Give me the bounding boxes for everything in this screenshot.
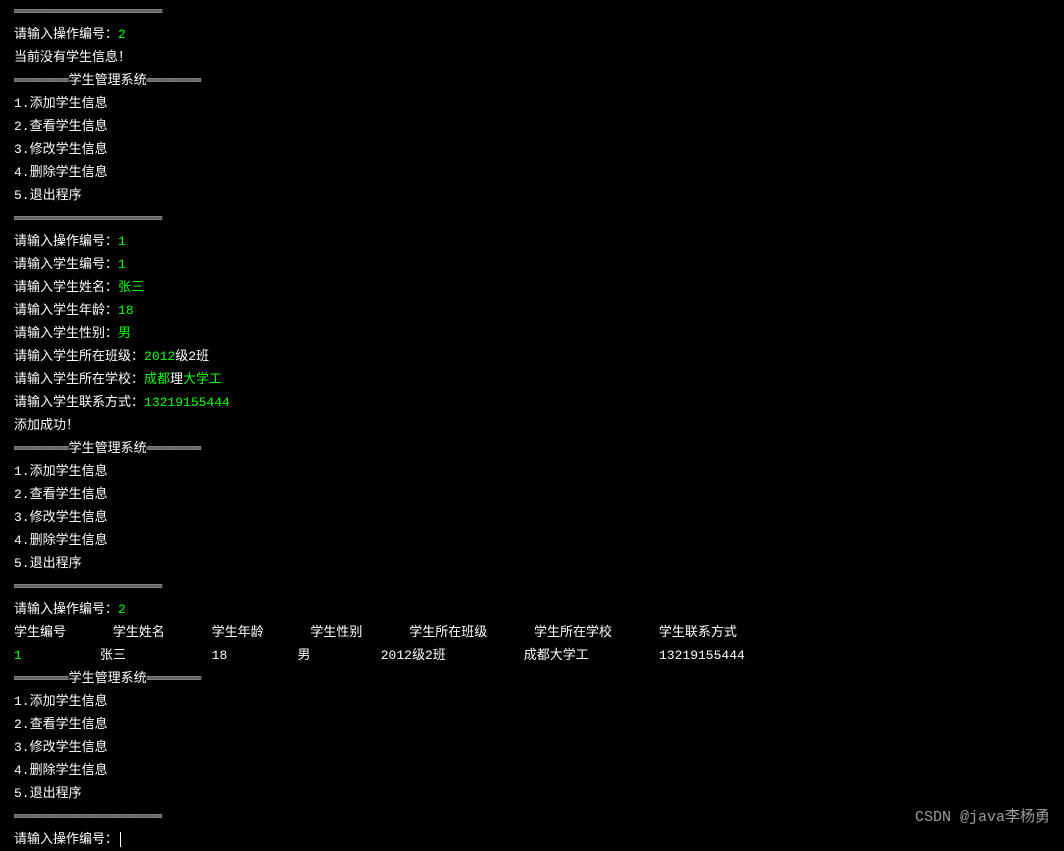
op-prompt: 请输入操作编号： xyxy=(14,27,118,42)
add-success-msg: 添加成功！ xyxy=(14,414,1050,437)
prompt-line: 请输入学生联系方式：13219155444 xyxy=(14,391,1050,414)
menu-item-5: 5.退出程序 xyxy=(14,782,1050,805)
menu-item-4: 4.删除学生信息 xyxy=(14,529,1050,552)
prompt-line: 请输入操作编号： xyxy=(14,828,1050,851)
cell-id: 1 xyxy=(14,648,22,663)
user-input-text: 理 xyxy=(170,372,183,387)
menu-item-3: 3.修改学生信息 xyxy=(14,736,1050,759)
user-input: 1 xyxy=(118,234,126,249)
user-input: 成都 xyxy=(144,372,170,387)
user-input: 大学工 xyxy=(183,372,222,387)
prompt-line: 请输入学生编号：1 xyxy=(14,253,1050,276)
menu-item-2: 2.查看学生信息 xyxy=(14,483,1050,506)
user-input: 张三 xyxy=(118,280,144,295)
menu-item-5: 5.退出程序 xyxy=(14,552,1050,575)
watermark: CSDN @java李杨勇 xyxy=(915,806,1050,829)
cell-contact: 13219155444 xyxy=(659,648,745,663)
prompt-line: 请输入操作编号：2 xyxy=(14,23,1050,46)
no-students-msg: 当前没有学生信息！ xyxy=(14,46,1050,69)
op-prompt: 请输入操作编号： xyxy=(14,234,118,249)
prompt-line: 请输入学生年龄：18 xyxy=(14,299,1050,322)
cell-name: 张三 xyxy=(100,648,126,663)
menu-title: ═══════学生管理系统═══════ xyxy=(14,437,1050,460)
menu-item-2: 2.查看学生信息 xyxy=(14,115,1050,138)
cell-school: 成都大学工 xyxy=(524,648,589,663)
prompt-line: 请输入学生所在班级：2012级2班 xyxy=(14,345,1050,368)
menu-item-3: 3.修改学生信息 xyxy=(14,506,1050,529)
sid-prompt: 请输入学生编号： xyxy=(14,257,118,272)
cell-age: 18 xyxy=(212,648,228,663)
menu-item-5: 5.退出程序 xyxy=(14,184,1050,207)
cell-gender: 男 xyxy=(298,648,311,663)
table-header: 学生编号 学生姓名 学生年龄 学生性别 学生所在班级 学生所在学校 学生联系方式 xyxy=(14,621,1050,644)
age-prompt: 请输入学生年龄： xyxy=(14,303,118,318)
user-input: 18 xyxy=(118,303,134,318)
menu-item-1: 1.添加学生信息 xyxy=(14,92,1050,115)
menu-item-4: 4.删除学生信息 xyxy=(14,161,1050,184)
user-input: 2 xyxy=(118,27,126,42)
op-prompt: 请输入操作编号： xyxy=(14,832,118,847)
contact-prompt: 请输入学生联系方式： xyxy=(14,395,144,410)
user-input-text: 级2班 xyxy=(175,349,209,364)
menu-item-2: 2.查看学生信息 xyxy=(14,713,1050,736)
name-prompt: 请输入学生姓名： xyxy=(14,280,118,295)
divider: ═══════════════════ xyxy=(14,0,1050,23)
school-prompt: 请输入学生所在学校： xyxy=(14,372,144,387)
prompt-line: 请输入操作编号：1 xyxy=(14,230,1050,253)
prompt-line: 请输入操作编号：2 xyxy=(14,598,1050,621)
prompt-line: 请输入学生所在学校：成都理大学工 xyxy=(14,368,1050,391)
class-prompt: 请输入学生所在班级： xyxy=(14,349,144,364)
gender-prompt: 请输入学生性别： xyxy=(14,326,118,341)
divider: ═══════════════════ xyxy=(14,575,1050,598)
divider: ═══════════════════ xyxy=(14,805,1050,828)
user-input: 2012 xyxy=(144,349,175,364)
user-input: 男 xyxy=(118,326,131,341)
divider: ═══════════════════ xyxy=(14,207,1050,230)
menu-item-1: 1.添加学生信息 xyxy=(14,460,1050,483)
menu-title: ═══════学生管理系统═══════ xyxy=(14,69,1050,92)
user-input: 2 xyxy=(118,602,126,617)
op-prompt: 请输入操作编号： xyxy=(14,602,118,617)
menu-title: ═══════学生管理系统═══════ xyxy=(14,667,1050,690)
menu-item-1: 1.添加学生信息 xyxy=(14,690,1050,713)
cell-class: 2012级2班 xyxy=(381,648,446,663)
cursor[interactable] xyxy=(120,832,121,847)
prompt-line: 请输入学生姓名：张三 xyxy=(14,276,1050,299)
table-row: 1 张三 18 男 2012级2班 成都大学工 13219155444 xyxy=(14,644,1050,667)
prompt-line: 请输入学生性别：男 xyxy=(14,322,1050,345)
menu-item-3: 3.修改学生信息 xyxy=(14,138,1050,161)
user-input: 13219155444 xyxy=(144,395,230,410)
user-input: 1 xyxy=(118,257,126,272)
menu-item-4: 4.删除学生信息 xyxy=(14,759,1050,782)
